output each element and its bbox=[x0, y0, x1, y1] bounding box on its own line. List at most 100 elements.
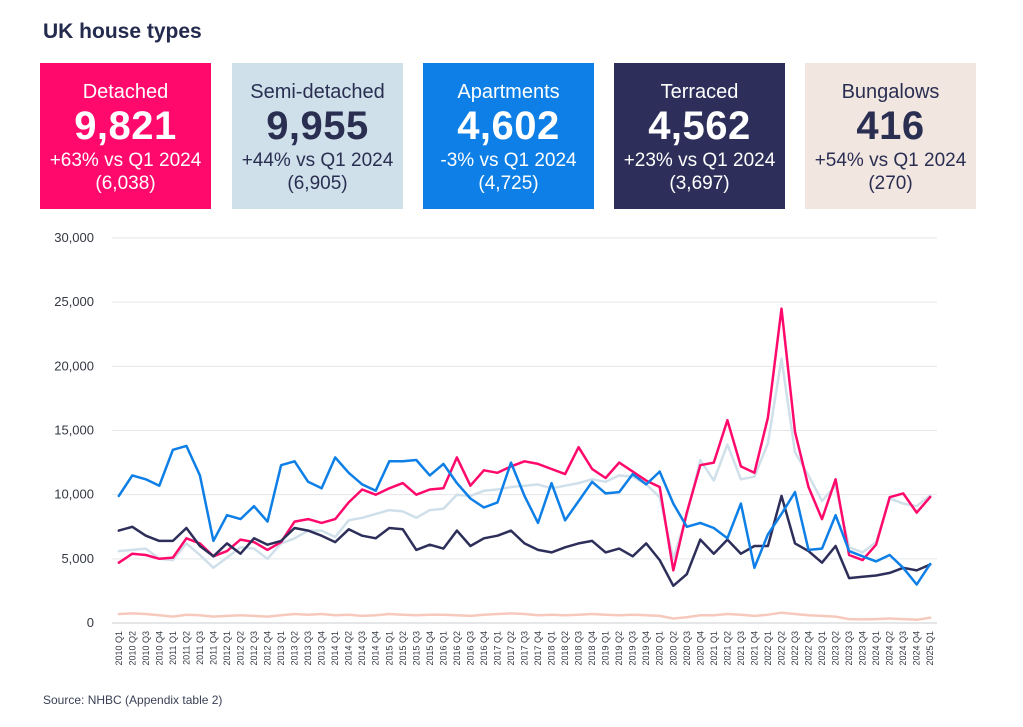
x-tick-label: 2015 Q1 bbox=[384, 631, 394, 666]
x-tick-label: 2018 Q2 bbox=[560, 631, 570, 666]
card-name: Semi-detached bbox=[250, 81, 385, 103]
card-value: 4,562 bbox=[648, 104, 751, 148]
x-tick-label: 2024 Q3 bbox=[898, 631, 908, 666]
x-tick-label: 2015 Q4 bbox=[425, 631, 435, 666]
x-tick-label: 2022 Q4 bbox=[804, 631, 814, 666]
x-tick-label: 2022 Q3 bbox=[790, 631, 800, 666]
x-tick-label: 2014 Q2 bbox=[344, 631, 354, 666]
x-tick-label: 2021 Q3 bbox=[736, 631, 746, 666]
x-tick-label: 2013 Q2 bbox=[290, 631, 300, 666]
x-tick-label: 2023 Q3 bbox=[844, 631, 854, 666]
y-tick-label: 5,000 bbox=[61, 551, 94, 566]
card-detached: Detached 9,821 +63% vs Q1 2024 (6,038) bbox=[40, 63, 211, 209]
series-line-detached bbox=[117, 307, 932, 572]
x-tick-label: 2014 Q3 bbox=[357, 631, 367, 666]
source-note: Source: NHBC (Appendix table 2) bbox=[43, 693, 223, 707]
x-tick-label: 2015 Q3 bbox=[411, 631, 421, 666]
y-tick-label: 0 bbox=[87, 615, 94, 630]
x-tick-label: 2023 Q1 bbox=[817, 631, 827, 666]
x-tick-label: 2023 Q4 bbox=[858, 631, 868, 666]
x-tick-label: 2020 Q4 bbox=[695, 631, 705, 666]
x-tick-label: 2019 Q1 bbox=[601, 631, 611, 666]
series-line-apartments bbox=[117, 444, 932, 586]
card-name: Apartments bbox=[457, 81, 560, 103]
x-tick-label: 2013 Q1 bbox=[276, 631, 286, 666]
x-tick-label: 2010 Q1 bbox=[114, 631, 124, 666]
x-tick-label: 2012 Q3 bbox=[249, 631, 259, 666]
x-tick-label: 2022 Q1 bbox=[763, 631, 773, 666]
card-value: 9,955 bbox=[266, 104, 369, 148]
x-tick-label: 2018 Q3 bbox=[574, 631, 584, 666]
x-tick-label: 2016 Q4 bbox=[479, 631, 489, 666]
x-tick-label: 2023 Q2 bbox=[831, 631, 841, 666]
x-tick-label: 2016 Q3 bbox=[465, 631, 475, 666]
x-tick-label: 2017 Q3 bbox=[520, 631, 530, 666]
x-tick-label: 2011 Q2 bbox=[181, 631, 191, 665]
summary-cards: Detached 9,821 +63% vs Q1 2024 (6,038) S… bbox=[40, 63, 980, 209]
card-change: +63% vs Q1 2024 bbox=[49, 150, 202, 171]
x-tick-label: 2016 Q1 bbox=[438, 631, 448, 666]
x-tick-label: 2022 Q2 bbox=[776, 631, 786, 666]
y-tick-label: 30,000 bbox=[54, 230, 94, 245]
card-bungalows: Bungalows 416 +54% vs Q1 2024 (270) bbox=[805, 63, 976, 209]
card-change: -3% vs Q1 2024 bbox=[440, 150, 577, 171]
y-tick-label: 20,000 bbox=[54, 358, 94, 373]
x-tick-label: 2021 Q4 bbox=[749, 631, 759, 666]
x-tick-label: 2012 Q2 bbox=[235, 631, 245, 666]
x-tick-label: 2024 Q2 bbox=[885, 631, 895, 666]
x-tick-label: 2010 Q4 bbox=[154, 631, 164, 666]
y-tick-label: 10,000 bbox=[54, 487, 94, 502]
card-name: Bungalows bbox=[841, 81, 940, 103]
y-tick-label: 25,000 bbox=[54, 294, 94, 309]
card-value: 9,821 bbox=[74, 104, 177, 148]
x-tick-label: 2019 Q3 bbox=[628, 631, 638, 666]
series-line-terraced bbox=[117, 494, 932, 588]
x-tick-label: 2017 Q2 bbox=[506, 631, 516, 666]
x-tick-label: 2025 Q1 bbox=[925, 631, 935, 666]
x-tick-label: 2011 Q1 bbox=[168, 631, 178, 665]
card-previous: (6,038) bbox=[95, 173, 156, 194]
x-tick-label: 2017 Q1 bbox=[492, 631, 502, 666]
card-value: 4,602 bbox=[457, 104, 560, 148]
series-line-bungalows bbox=[117, 611, 932, 622]
card-previous: (4,725) bbox=[478, 173, 539, 194]
x-tick-label: 2019 Q4 bbox=[641, 631, 651, 666]
card-change: +23% vs Q1 2024 bbox=[623, 150, 776, 171]
x-tick-label: 2014 Q4 bbox=[371, 631, 381, 666]
x-tick-label: 2017 Q4 bbox=[533, 631, 543, 666]
card-change: +44% vs Q1 2024 bbox=[241, 150, 394, 171]
x-tick-label: 2010 Q3 bbox=[141, 631, 151, 666]
x-tick-label: 2014 Q1 bbox=[330, 631, 340, 666]
x-tick-label: 2020 Q2 bbox=[668, 631, 678, 666]
series-line-semi-detached bbox=[117, 357, 932, 570]
x-tick-label: 2010 Q2 bbox=[127, 631, 137, 666]
card-previous: (270) bbox=[868, 173, 913, 194]
x-tick-label: 2020 Q1 bbox=[655, 631, 665, 666]
x-tick-label: 2019 Q2 bbox=[614, 631, 624, 666]
y-tick-label: 15,000 bbox=[54, 423, 94, 438]
x-tick-label: 2018 Q4 bbox=[587, 631, 597, 666]
line-chart: 0 5,000 10,000 15,000 20,000 25,000 30,000 2010… bbox=[54, 230, 937, 666]
x-tick-label: 2024 Q1 bbox=[871, 631, 881, 666]
card-previous: (3,697) bbox=[669, 173, 730, 194]
x-tick-label: 2015 Q2 bbox=[398, 631, 408, 666]
x-tick-label: 2011 Q4 bbox=[208, 631, 218, 665]
card-semi-detached: Semi-detached 9,955 +44% vs Q1 2024 (6,9… bbox=[232, 63, 403, 209]
card-name: Detached bbox=[82, 81, 169, 103]
x-tick-label: 2021 Q1 bbox=[709, 631, 719, 666]
x-tick-label: 2011 Q3 bbox=[195, 631, 205, 665]
x-tick-label: 2024 Q4 bbox=[912, 631, 922, 666]
x-tick-label: 2013 Q4 bbox=[317, 631, 327, 666]
x-tick-label: 2012 Q1 bbox=[222, 631, 232, 666]
card-terraced: Terraced 4,562 +23% vs Q1 2024 (3,697) bbox=[614, 63, 785, 209]
x-tick-label: 2021 Q2 bbox=[722, 631, 732, 666]
card-previous: (6,905) bbox=[287, 173, 348, 194]
card-change: +54% vs Q1 2024 bbox=[814, 150, 967, 171]
card-name: Terraced bbox=[660, 81, 739, 103]
x-tick-label: 2012 Q4 bbox=[263, 631, 273, 666]
card-apartments: Apartments 4,602 -3% vs Q1 2024 (4,725) bbox=[423, 63, 594, 209]
x-tick-label: 2016 Q2 bbox=[452, 631, 462, 666]
x-tick-label: 2013 Q3 bbox=[303, 631, 313, 666]
page-title: UK house types bbox=[43, 20, 202, 43]
card-value: 416 bbox=[856, 104, 925, 148]
